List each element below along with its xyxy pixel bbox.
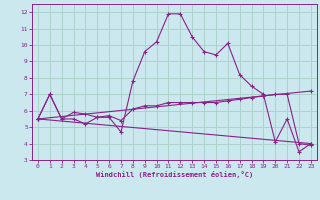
X-axis label: Windchill (Refroidissement éolien,°C): Windchill (Refroidissement éolien,°C) [96, 171, 253, 178]
